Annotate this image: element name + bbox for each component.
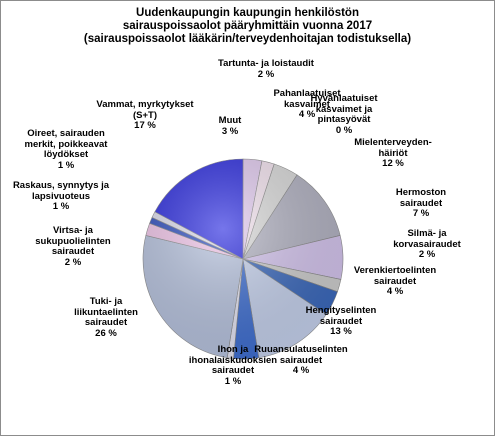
value-label: 2 % xyxy=(64,256,82,268)
value-label: 12 % xyxy=(382,158,404,169)
category-label: Virtsa- ja sukupuolielinten sairaudet xyxy=(35,225,111,257)
category-label: Verenkiertoelinten sairaudet xyxy=(353,265,437,287)
chart-title: Uudenkaupungin kaupungin henkilöstön sai… xyxy=(83,7,412,45)
category-label: Hermoston sairaudet xyxy=(395,187,447,209)
value-label: 2 % xyxy=(418,249,436,260)
slice-label: Pahanlaatuiset kasvaimet 4 % xyxy=(273,88,341,121)
slice-label: Verenkiertoelinten sairaudet 4 % xyxy=(353,265,437,298)
slice-label: Mielenterveyden- häiriöt 12 % xyxy=(354,137,432,170)
value-label: 4 % xyxy=(298,109,316,120)
category-label: Pahanlaatuiset kasvaimet xyxy=(273,88,341,110)
slice-label: Virtsa- ja sukupuolielinten sairaudet 2 % xyxy=(35,225,111,268)
slice-label: Hermoston sairaudet 7 % xyxy=(385,187,458,220)
value-label: 4 % xyxy=(386,286,404,297)
value-label: 1 % xyxy=(57,159,75,171)
value-label: 4 % xyxy=(292,365,310,376)
slice-label: Hyvänlaatuiset kasvaimet ja pintasyövät 0… xyxy=(310,93,378,136)
category-label: Oireet, sairauden merkit, poikkeavat löy… xyxy=(24,128,108,160)
slice-label: Silmä- ja korvasairaudet 2 % xyxy=(393,228,461,261)
value-label: 13 % xyxy=(330,326,352,337)
value-label: 2 % xyxy=(257,68,275,80)
category-label: Tuki- ja liikuntaelinten sairaudet xyxy=(74,296,138,328)
slice-label: Ruuansulatuselinten sairaudet 4 % xyxy=(254,344,348,377)
slice-label: Vammat, myrkytykset (S+T) 17 % xyxy=(96,99,194,132)
slice-label: Muut 3 % xyxy=(218,115,242,137)
slice-label: Tuki- ja liikuntaelinten sairaudet 26 % xyxy=(74,296,138,339)
value-label: 1 % xyxy=(52,201,70,212)
slice-label: Hengityselinten sairaudet 13 % xyxy=(305,305,377,338)
value-label: 7 % xyxy=(412,208,430,219)
value-label: 17 % xyxy=(134,120,156,131)
category-label: Hyvänlaatuiset kasvaimet ja pintasyövät xyxy=(310,93,378,125)
value-label: 3 % xyxy=(221,125,239,137)
category-label: Ruuansulatuselinten sairaudet xyxy=(254,344,348,366)
category-label: Tartunta- ja loistaudit xyxy=(218,58,314,69)
category-label: Mielenterveyden- häiriöt xyxy=(354,137,432,159)
value-label: 1 % xyxy=(224,375,242,387)
category-label: Vammat, myrkytykset (S+T) xyxy=(96,99,194,121)
category-label: Raskaus, synnytys ja lapsivuoteus xyxy=(12,180,110,202)
category-label: Hengityselinten sairaudet xyxy=(305,305,377,327)
category-label: Muut xyxy=(218,115,242,126)
value-label: 0 % xyxy=(335,124,353,136)
category-label: Ihon ja ihonalaiskudoksien sairaudet xyxy=(188,344,278,376)
slice-label: Raskaus, synnytys ja lapsivuoteus 1 % xyxy=(12,180,110,213)
category-label: Silmä- ja korvasairaudet xyxy=(393,228,461,250)
slice-label: Ihon ja ihonalaiskudoksien sairaudet 1 % xyxy=(188,344,278,387)
value-label: 26 % xyxy=(95,327,117,339)
slice-label: Oireet, sairauden merkit, poikkeavat löy… xyxy=(24,128,108,171)
slice-label: Tartunta- ja loistaudit 2 % xyxy=(218,58,314,80)
